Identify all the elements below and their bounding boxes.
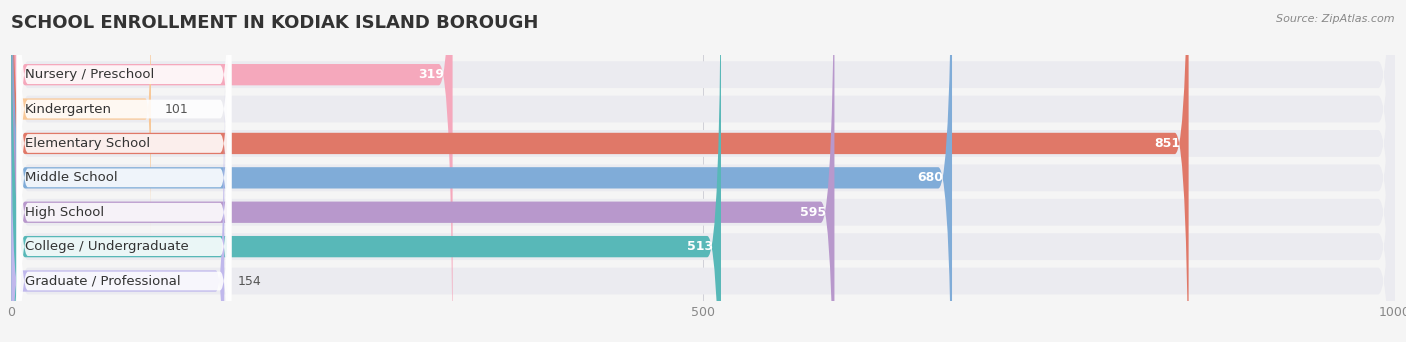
Text: Kindergarten: Kindergarten [25,103,112,116]
FancyBboxPatch shape [11,0,1188,342]
FancyBboxPatch shape [17,15,231,342]
FancyBboxPatch shape [17,0,231,342]
Text: 319: 319 [418,68,444,81]
FancyBboxPatch shape [11,0,1395,342]
FancyBboxPatch shape [11,0,952,342]
Text: 154: 154 [238,275,262,288]
Text: High School: High School [25,206,104,219]
FancyBboxPatch shape [11,0,1395,342]
FancyBboxPatch shape [11,0,1395,342]
Text: Graduate / Professional: Graduate / Professional [25,275,181,288]
FancyBboxPatch shape [17,0,231,340]
Text: Middle School: Middle School [25,171,118,184]
FancyBboxPatch shape [17,0,231,342]
FancyBboxPatch shape [17,0,231,342]
FancyBboxPatch shape [11,0,1395,342]
Text: 513: 513 [686,240,713,253]
Text: 851: 851 [1154,137,1180,150]
Text: 595: 595 [800,206,827,219]
FancyBboxPatch shape [11,0,1395,342]
Text: Source: ZipAtlas.com: Source: ZipAtlas.com [1277,14,1395,24]
FancyBboxPatch shape [17,0,231,342]
FancyBboxPatch shape [11,0,1395,342]
FancyBboxPatch shape [11,0,834,342]
FancyBboxPatch shape [11,0,150,237]
FancyBboxPatch shape [11,0,721,342]
FancyBboxPatch shape [17,0,231,342]
Text: SCHOOL ENROLLMENT IN KODIAK ISLAND BOROUGH: SCHOOL ENROLLMENT IN KODIAK ISLAND BOROU… [11,14,538,32]
Text: Nursery / Preschool: Nursery / Preschool [25,68,155,81]
Text: 680: 680 [918,171,943,184]
FancyBboxPatch shape [11,80,225,342]
Text: Elementary School: Elementary School [25,137,150,150]
Text: College / Undergraduate: College / Undergraduate [25,240,188,253]
FancyBboxPatch shape [11,0,1395,342]
FancyBboxPatch shape [11,0,453,342]
Text: 101: 101 [165,103,188,116]
